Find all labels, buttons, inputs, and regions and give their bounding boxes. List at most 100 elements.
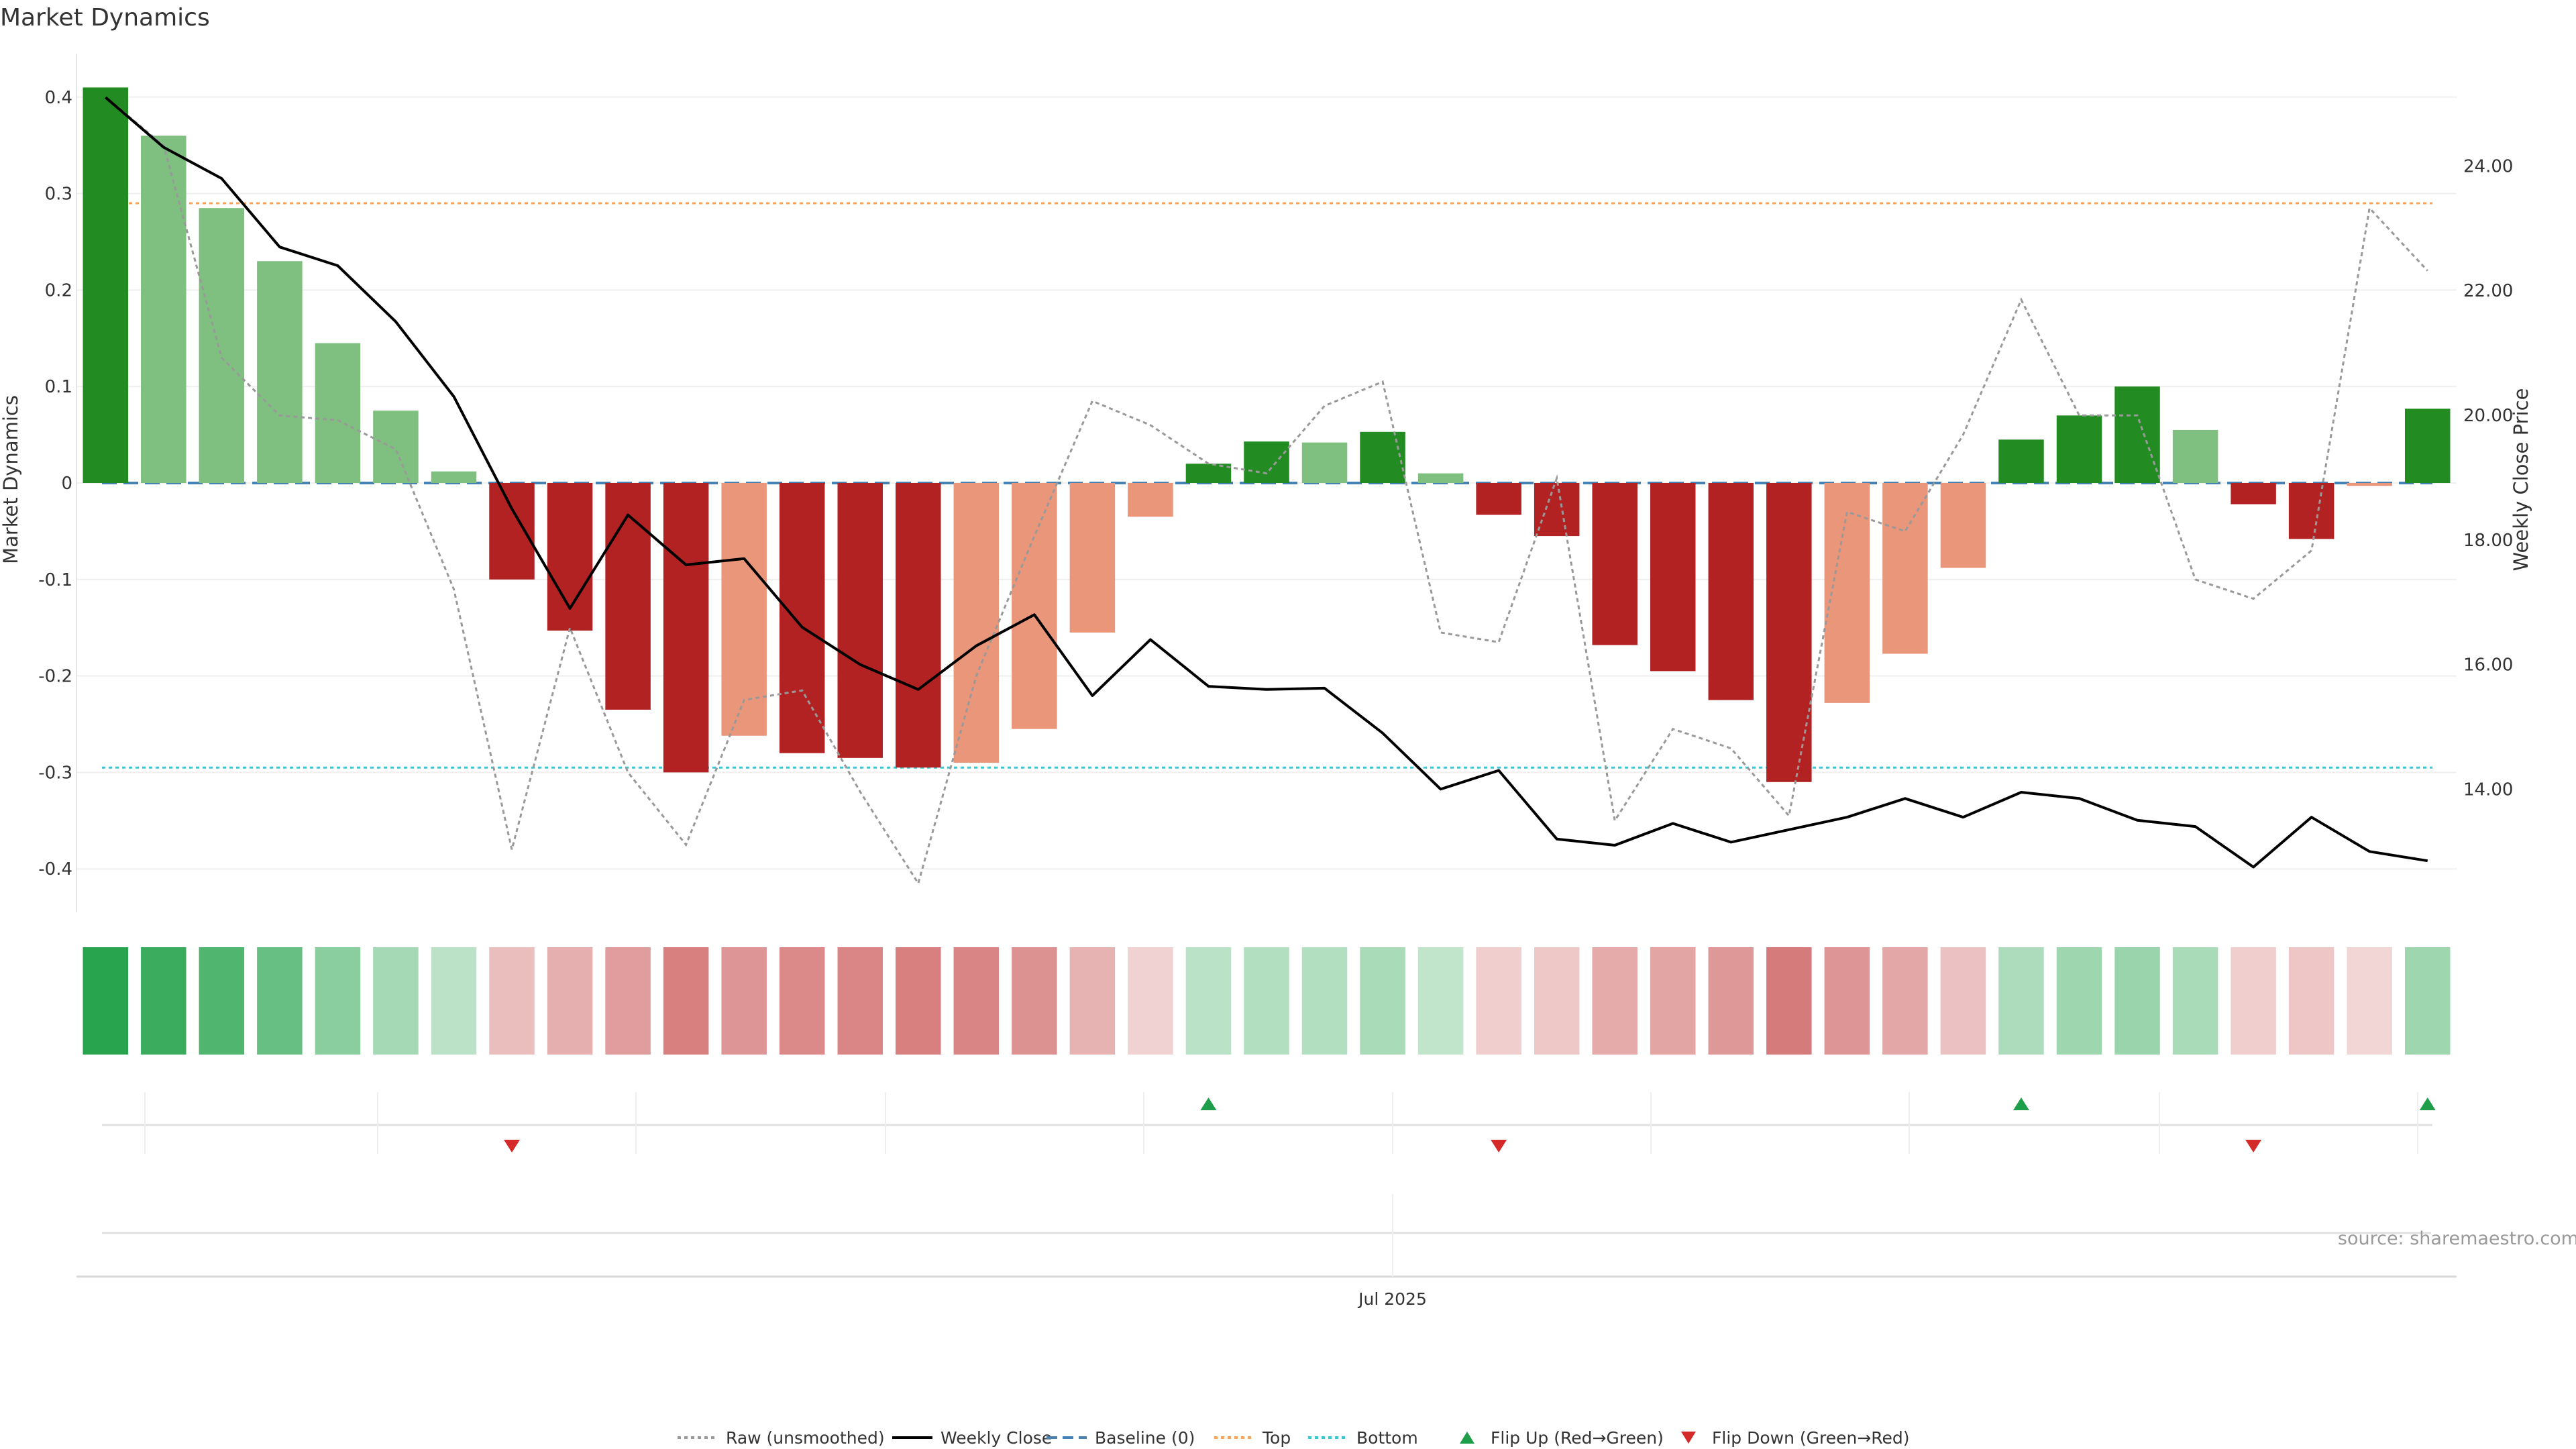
y-tick-label: 0 [61, 474, 72, 494]
y-tick-label: -0.1 [38, 570, 72, 590]
heat-cell [2404, 947, 2451, 1055]
heat-cell [663, 947, 709, 1055]
y-axis-label: Market Dynamics [0, 395, 22, 564]
bar [1301, 442, 1348, 483]
heat-cell [199, 947, 245, 1055]
legend-label: Baseline (0) [1095, 1428, 1195, 1448]
bar [1708, 483, 1754, 700]
bar [2231, 483, 2276, 504]
heat-cell [1360, 947, 1405, 1055]
bar [1012, 483, 1057, 729]
heat-cell [2288, 947, 2334, 1055]
y-tick-label: -0.4 [38, 859, 72, 879]
legend-label: Top [1262, 1428, 1291, 1448]
bar [605, 483, 651, 710]
weekly-close-line [104, 96, 2428, 869]
y2-tick-label: 20.00 [2463, 406, 2513, 426]
weekly-close-series [104, 96, 2428, 869]
legend-label: Weekly Close [941, 1428, 1052, 1448]
bar [1998, 439, 2044, 483]
bar [953, 483, 1000, 763]
y2-tick-label: 24.00 [2463, 156, 2513, 176]
flip-down-marker [504, 1140, 521, 1152]
bar [431, 471, 477, 483]
y-tick-label: -0.3 [38, 763, 72, 783]
bar [1592, 483, 1638, 645]
flip-up-marker [2012, 1097, 2029, 1110]
heat-cell [1185, 947, 1232, 1055]
heat-cell [1244, 947, 1289, 1055]
heat-cell [953, 947, 1000, 1055]
bar [721, 483, 767, 736]
bar [1185, 464, 1232, 483]
bar [2288, 483, 2334, 539]
bar [199, 208, 245, 483]
bar [1360, 431, 1405, 483]
y-axis-right: 24.00 22.00 20.00 18.00 16.00 14.00 [2463, 156, 2513, 800]
heat-cell [1650, 947, 1696, 1055]
heat-cell [2172, 947, 2218, 1055]
heat-cell [1708, 947, 1754, 1055]
legend-swatch [1460, 1432, 1474, 1444]
bar [2172, 429, 2218, 483]
bar [1128, 483, 1173, 517]
heat-cell [2114, 947, 2160, 1055]
heat-cell [1417, 947, 1464, 1055]
heat-cell [896, 947, 941, 1055]
bars [83, 87, 2451, 782]
heat-cell [489, 947, 535, 1055]
raw-line [105, 96, 2428, 886]
bar [2404, 409, 2451, 483]
heat-cell [1301, 947, 1348, 1055]
legend-swatch [1681, 1432, 1696, 1444]
heat-cell [779, 947, 825, 1055]
chart-title: Market Dynamics [0, 4, 210, 32]
y2-axis-label: Weekly Close Price [2510, 388, 2532, 572]
bar [779, 483, 825, 753]
heat-strip [83, 947, 2451, 1055]
bar [896, 483, 941, 768]
raw-series [105, 96, 2428, 886]
y2-tick-label: 18.00 [2463, 531, 2513, 551]
y2-tick-label: 22.00 [2463, 281, 2513, 301]
bar [1534, 483, 1580, 537]
reference-lines [102, 202, 2432, 769]
heat-cell [1476, 947, 1521, 1055]
heat-cell [605, 947, 651, 1055]
heat-cell [431, 947, 477, 1055]
x-tick-label: Jul 2025 [1357, 1289, 1427, 1309]
legend-label: Flip Up (Red→Green) [1491, 1428, 1664, 1448]
bar [1417, 473, 1464, 483]
bar [1940, 483, 1986, 568]
heat-cell [1766, 947, 1812, 1055]
heat-cell [2231, 947, 2276, 1055]
heat-cell [373, 947, 419, 1055]
heat-cell [1012, 947, 1057, 1055]
heat-cell [547, 947, 593, 1055]
flip-up-marker [2419, 1097, 2436, 1110]
heat-cell [315, 947, 361, 1055]
heat-cell [721, 947, 767, 1055]
bar [257, 261, 303, 483]
heat-cell [83, 947, 129, 1055]
heat-cell [2347, 947, 2392, 1055]
y2-tick-label: 14.00 [2463, 780, 2513, 800]
bar [141, 136, 186, 483]
heat-cell [1069, 947, 1116, 1055]
y2-tick-label: 16.00 [2463, 655, 2513, 676]
y-tick-label: 0.1 [45, 377, 72, 397]
heat-cell [1940, 947, 1986, 1055]
heat-cell [1882, 947, 1928, 1055]
bar [1476, 483, 1521, 515]
flip-down-marker [1491, 1140, 1507, 1152]
bar [2347, 483, 2392, 486]
y-tick-label: 0.4 [45, 88, 72, 108]
legend-label: Raw (unsmoothed) [726, 1428, 885, 1448]
heat-cell [1824, 947, 1870, 1055]
bar [1244, 441, 1289, 483]
flip-down-marker [2245, 1140, 2262, 1152]
legend: Raw (unsmoothed) Weekly Close Baseline (0)… [678, 1428, 1910, 1448]
heat-cell [141, 947, 186, 1055]
bar [489, 483, 535, 580]
